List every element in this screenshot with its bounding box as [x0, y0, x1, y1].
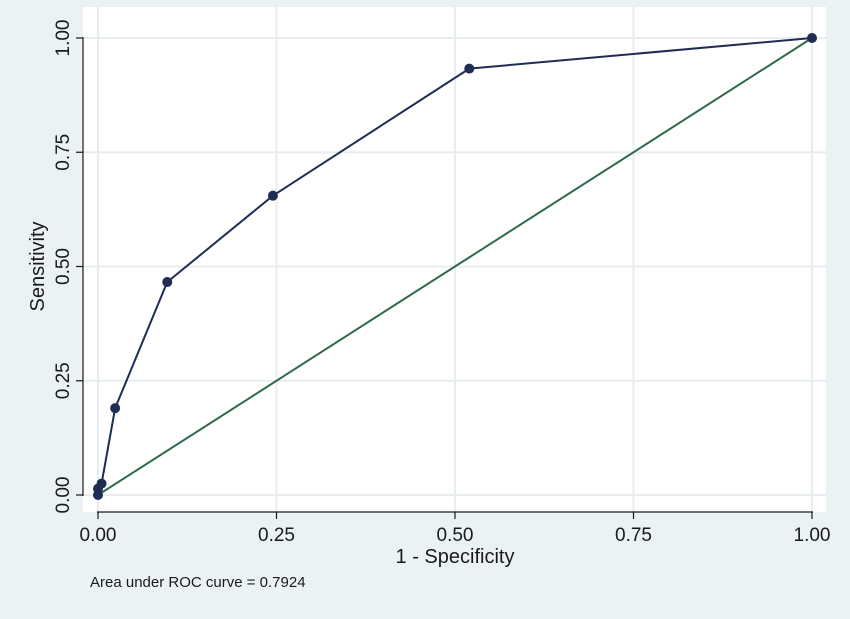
y-tick-label: 0.50 — [53, 248, 74, 285]
axes-layer: 0.00 0.25 0.50 0.75 1.00 0.00 0.25 0.50 0.75 1.00 — [53, 20, 830, 546]
roc-point — [464, 63, 475, 74]
reference-line — [97, 37, 813, 496]
x-tick-label: 1.00 — [794, 525, 831, 546]
roc-point — [807, 33, 817, 43]
series-layer — [93, 33, 817, 500]
y-tick-label: 1.00 — [53, 20, 74, 57]
x-tick-label: 0.50 — [437, 525, 474, 546]
roc-point — [162, 277, 173, 288]
x-axis-title: 1 - Specificity — [396, 546, 515, 568]
y-tick-label: 0.25 — [53, 362, 74, 399]
y-tick-label: 0.75 — [53, 134, 74, 171]
y-axis-title: Sensitivity — [27, 221, 49, 311]
roc-point — [110, 403, 121, 414]
x-tick-label: 0.75 — [615, 525, 652, 546]
grid-layer — [83, 7, 826, 512]
roc-point — [267, 190, 278, 201]
auc-annotation: Area under ROC curve = 0.7924 — [90, 574, 306, 591]
y-tick-label: 0.00 — [53, 477, 74, 514]
roc-point — [96, 478, 107, 489]
x-tick-label: 0.00 — [80, 525, 117, 546]
x-tick-label: 0.25 — [258, 525, 295, 546]
